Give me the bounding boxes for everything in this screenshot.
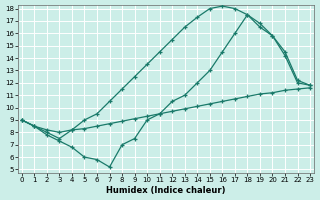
X-axis label: Humidex (Indice chaleur): Humidex (Indice chaleur) [106,186,226,195]
